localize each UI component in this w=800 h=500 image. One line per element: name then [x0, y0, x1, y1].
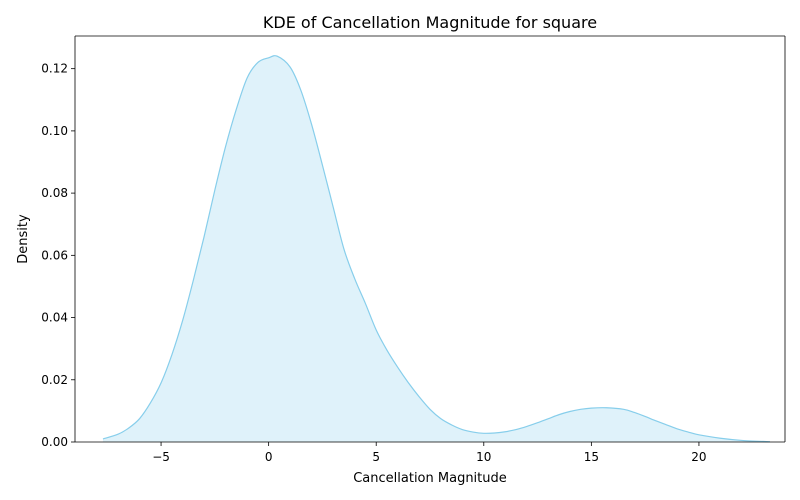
- x-tick-label: 10: [476, 450, 491, 464]
- x-tick-label: −5: [152, 450, 170, 464]
- y-tick-label: 0.02: [41, 373, 68, 387]
- x-tick-label: 20: [691, 450, 706, 464]
- y-tick-label: 0.08: [41, 186, 68, 200]
- y-axis-title: Density: [16, 214, 31, 264]
- x-tick-label: 0: [265, 450, 273, 464]
- y-tick-label: 0.12: [41, 62, 68, 76]
- y-tick-label: 0.10: [41, 124, 68, 138]
- x-tick-label: 15: [584, 450, 599, 464]
- kde-line: [102, 55, 770, 443]
- x-tick-label: 5: [372, 450, 380, 464]
- y-tick-label: 0.06: [41, 248, 68, 262]
- chart-title: KDE of Cancellation Magnitude for square: [263, 13, 597, 32]
- plot-area: [102, 55, 770, 443]
- kde-area-fill: [102, 55, 770, 443]
- y-tick-label: 0.04: [41, 311, 68, 325]
- axes: −5 0 5 10 15 20 0.00 0.02 0.04 0.06 0.08 0.10 0.12: [41, 35, 786, 464]
- y-tick-label: 0.00: [41, 435, 68, 449]
- x-axis-title: Cancellation Magnitude: [353, 471, 507, 486]
